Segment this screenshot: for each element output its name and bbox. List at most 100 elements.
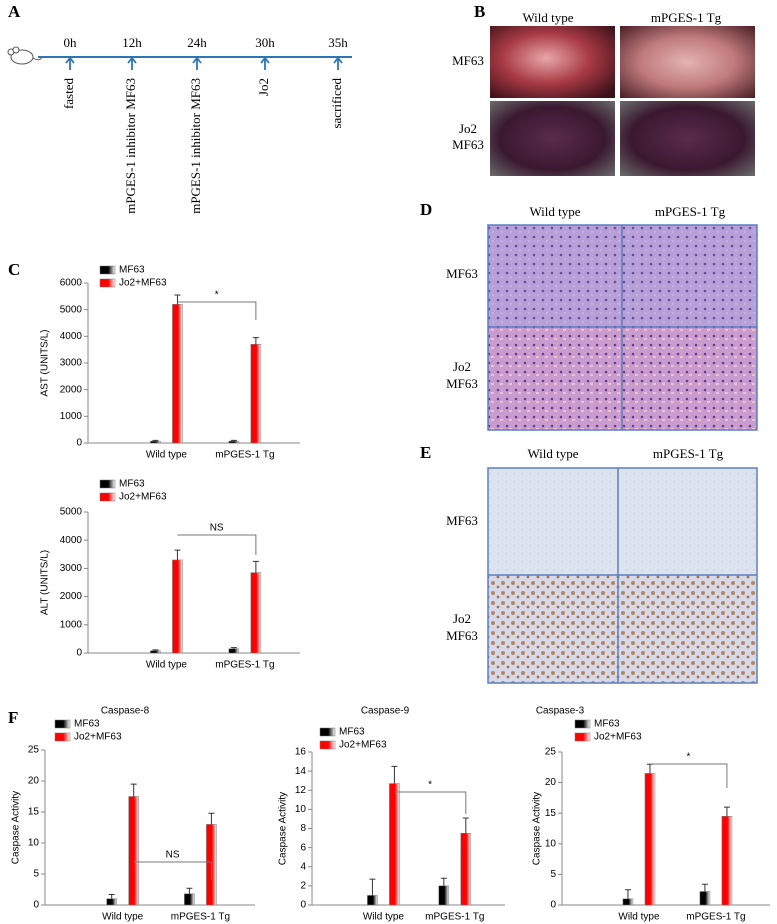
arrow: [65, 56, 75, 70]
row-label: MF63: [452, 137, 484, 152]
y-tick-label: 12: [295, 785, 307, 796]
panel-label: B: [474, 2, 485, 21]
chart: 0 1000 2000 3000 4000 5000 6000 AST (UNITS/L) Wi…: [40, 265, 300, 461]
significance-bracket: [133, 861, 212, 880]
annotation: NS: [166, 850, 180, 861]
y-tick-label: 3000: [60, 563, 83, 574]
legend-label: MF63: [339, 727, 365, 738]
x-tick-label: Wild type: [146, 450, 188, 461]
y-tick-label: 0: [76, 648, 82, 659]
chart-title: Caspase-8: [101, 706, 150, 717]
x-tick-label: Wild type: [102, 912, 144, 923]
row-label: Jo2: [459, 121, 477, 136]
error-bar: [230, 647, 237, 649]
legend-label: Jo2+MF63: [594, 732, 642, 743]
bar: [128, 796, 139, 906]
bar: [172, 559, 183, 654]
column-header: Wild type: [522, 10, 573, 25]
event-label: fasted: [61, 78, 76, 110]
panel-label: A: [8, 2, 21, 21]
error-bar: [130, 783, 137, 797]
legend-label: MF63: [594, 719, 620, 730]
event-label: sacrificed: [329, 78, 344, 129]
time-label: 12h: [122, 35, 142, 50]
y-tick-label: 6000: [60, 278, 83, 289]
error-bar: [186, 887, 193, 894]
column-header: Wild type: [527, 446, 578, 461]
significance-bracket: [649, 763, 728, 788]
legend-label: Jo2+MF63: [74, 732, 122, 743]
panel-label: C: [8, 260, 20, 279]
micrograph: [488, 575, 757, 683]
error-bar: [208, 812, 215, 825]
column-header: mPGES-1 Tg: [651, 10, 722, 25]
bar: [250, 572, 262, 654]
y-axis-label: Caspase Activity: [11, 791, 22, 864]
bar: [250, 344, 262, 444]
error-bar: [252, 337, 259, 345]
error-bar: [174, 294, 181, 305]
photo: [620, 26, 755, 98]
annotation: *: [428, 780, 432, 791]
error-bar: [646, 763, 653, 774]
y-tick-label: 5: [550, 869, 556, 880]
error-bar: [462, 817, 469, 834]
legend-label: MF63: [74, 719, 100, 730]
y-tick-label: 0: [300, 900, 306, 911]
legend-label: MF63: [119, 265, 145, 276]
y-tick-label: 0: [33, 900, 39, 911]
photo: [620, 101, 755, 176]
x-tick-label: mPGES-1 Tg: [171, 912, 230, 923]
y-tick-label: 10: [28, 838, 40, 849]
arrow: [260, 56, 270, 70]
event-label: mPGES-1 inhibitor MF63: [123, 78, 138, 214]
y-tick-label: 0: [76, 438, 82, 449]
error-bar: [369, 878, 376, 896]
x-tick-label: mPGES-1 Tg: [425, 912, 484, 923]
legend-swatch: [99, 265, 116, 275]
bar: [172, 304, 183, 444]
y-tick-label: 5000: [60, 304, 83, 315]
panel-label: F: [8, 708, 18, 727]
y-tick-label: 1000: [60, 619, 83, 630]
y-tick-label: 6: [300, 842, 306, 853]
legend-swatch: [54, 732, 71, 742]
column-header: mPGES-1 Tg: [655, 204, 726, 219]
legend-swatch: [319, 727, 336, 737]
y-axis-label: Caspase Activity: [278, 792, 289, 865]
legend-swatch: [54, 719, 71, 729]
y-tick-label: 14: [295, 766, 307, 777]
arrow: [127, 56, 137, 70]
y-tick-label: 2000: [60, 384, 83, 395]
legend-label: Jo2+MF63: [339, 740, 387, 751]
y-tick-label: 5: [33, 869, 39, 880]
bar: [106, 898, 117, 906]
arrow: [333, 56, 343, 70]
x-tick-label: Wild type: [618, 912, 660, 923]
x-tick-label: Wild type: [363, 912, 405, 923]
bar: [438, 885, 450, 906]
legend-swatch: [99, 278, 116, 288]
error-bar: [152, 439, 159, 442]
y-tick-label: 4: [300, 861, 306, 872]
micrograph: [488, 468, 757, 575]
column-header: mPGES-1 Tg: [653, 446, 724, 461]
mouse-icon: [7, 46, 43, 65]
bar: [389, 783, 400, 906]
time-label: 24h: [187, 35, 207, 50]
y-tick-label: 25: [545, 747, 557, 758]
y-tick-label: 2000: [60, 591, 83, 602]
legend-swatch: [574, 719, 591, 729]
bar: [228, 440, 240, 444]
y-tick-label: 1000: [60, 411, 83, 422]
y-tick-label: 25: [28, 745, 40, 756]
event-label: Jo2: [256, 78, 271, 96]
y-tick-label: 0: [550, 900, 556, 911]
legend-label: Jo2+MF63: [119, 278, 167, 289]
bar: [228, 648, 240, 654]
error-bar: [174, 549, 181, 560]
row-label: Jo2: [453, 611, 471, 626]
y-tick-label: 10: [295, 804, 307, 815]
row-label: MF63: [446, 376, 478, 391]
annotation: *: [215, 290, 219, 301]
